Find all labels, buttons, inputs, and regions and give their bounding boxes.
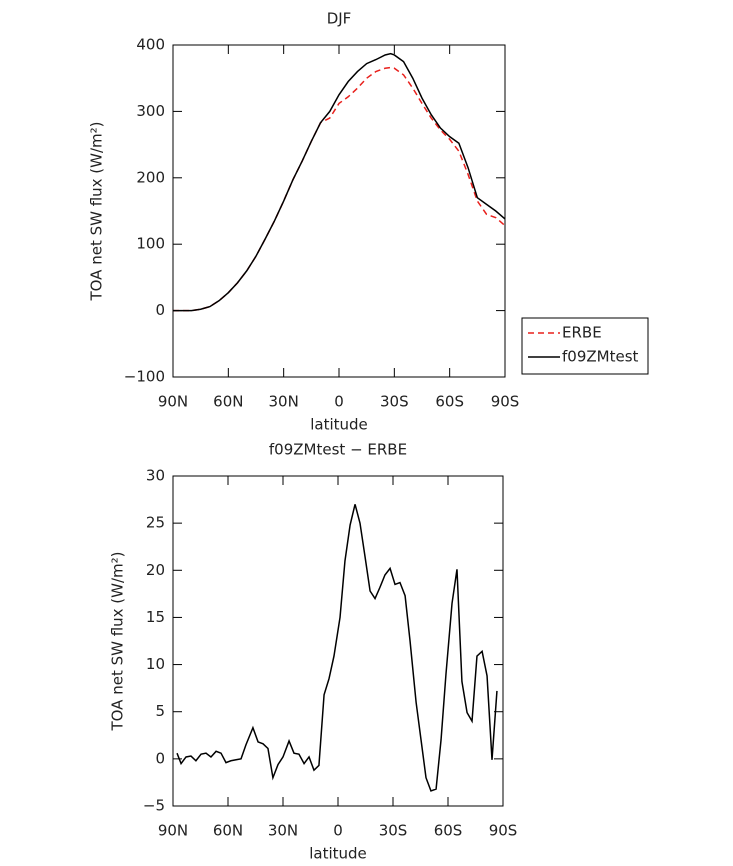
y-axis-label: TOA net SW flux (W/m²) bbox=[109, 551, 127, 731]
x-tick-label: 90N bbox=[158, 393, 188, 411]
plot-frame bbox=[172, 44, 506, 378]
x-tick-label: 90N bbox=[158, 822, 188, 840]
y-tick-label: 0 bbox=[155, 749, 165, 767]
data-line bbox=[173, 52, 506, 312]
y-tick-label: 25 bbox=[146, 514, 165, 532]
x-tick-label: 60S bbox=[435, 393, 464, 411]
y-tick-label: 0 bbox=[155, 301, 165, 319]
chart-title: f09ZMtest − ERBE bbox=[269, 441, 407, 459]
x-tick-label: 30N bbox=[268, 822, 298, 840]
y-axis-label: TOA net SW flux (W/m²) bbox=[88, 121, 106, 301]
x-tick-label: 60N bbox=[213, 822, 243, 840]
y-tick-label: 30 bbox=[146, 467, 165, 485]
y-tick-label: −100 bbox=[124, 368, 165, 386]
x-tick-label: 60N bbox=[213, 393, 243, 411]
y-tick-label: 20 bbox=[146, 561, 165, 579]
chart-title: DJF bbox=[327, 10, 352, 28]
y-tick-label: 10 bbox=[146, 655, 165, 673]
x-tick-label: 90S bbox=[491, 393, 520, 411]
y-tick-label: 200 bbox=[136, 168, 165, 186]
x-tick-label: 30S bbox=[379, 822, 408, 840]
legend-label: ERBE bbox=[562, 324, 602, 342]
x-tick-label: 0 bbox=[333, 822, 343, 840]
y-tick-label: 300 bbox=[136, 102, 165, 120]
plot-frame bbox=[172, 475, 504, 807]
x-tick-label: 60S bbox=[434, 822, 463, 840]
x-tick-label: 0 bbox=[334, 393, 344, 411]
y-tick-label: 100 bbox=[136, 235, 165, 253]
x-tick-label: 90S bbox=[489, 822, 518, 840]
y-tick-label: 400 bbox=[136, 36, 165, 54]
legend-box bbox=[521, 317, 649, 375]
y-tick-label: 5 bbox=[155, 702, 165, 720]
y-tick-label: −5 bbox=[143, 797, 165, 815]
data-line bbox=[173, 66, 506, 312]
x-axis-label: latitude bbox=[309, 845, 367, 863]
data-line bbox=[176, 504, 498, 792]
x-tick-label: 30N bbox=[269, 393, 299, 411]
x-axis-label: latitude bbox=[310, 416, 368, 434]
x-tick-label: 30S bbox=[380, 393, 409, 411]
legend-label: f09ZMtest bbox=[562, 348, 639, 366]
y-tick-label: 15 bbox=[146, 608, 165, 626]
